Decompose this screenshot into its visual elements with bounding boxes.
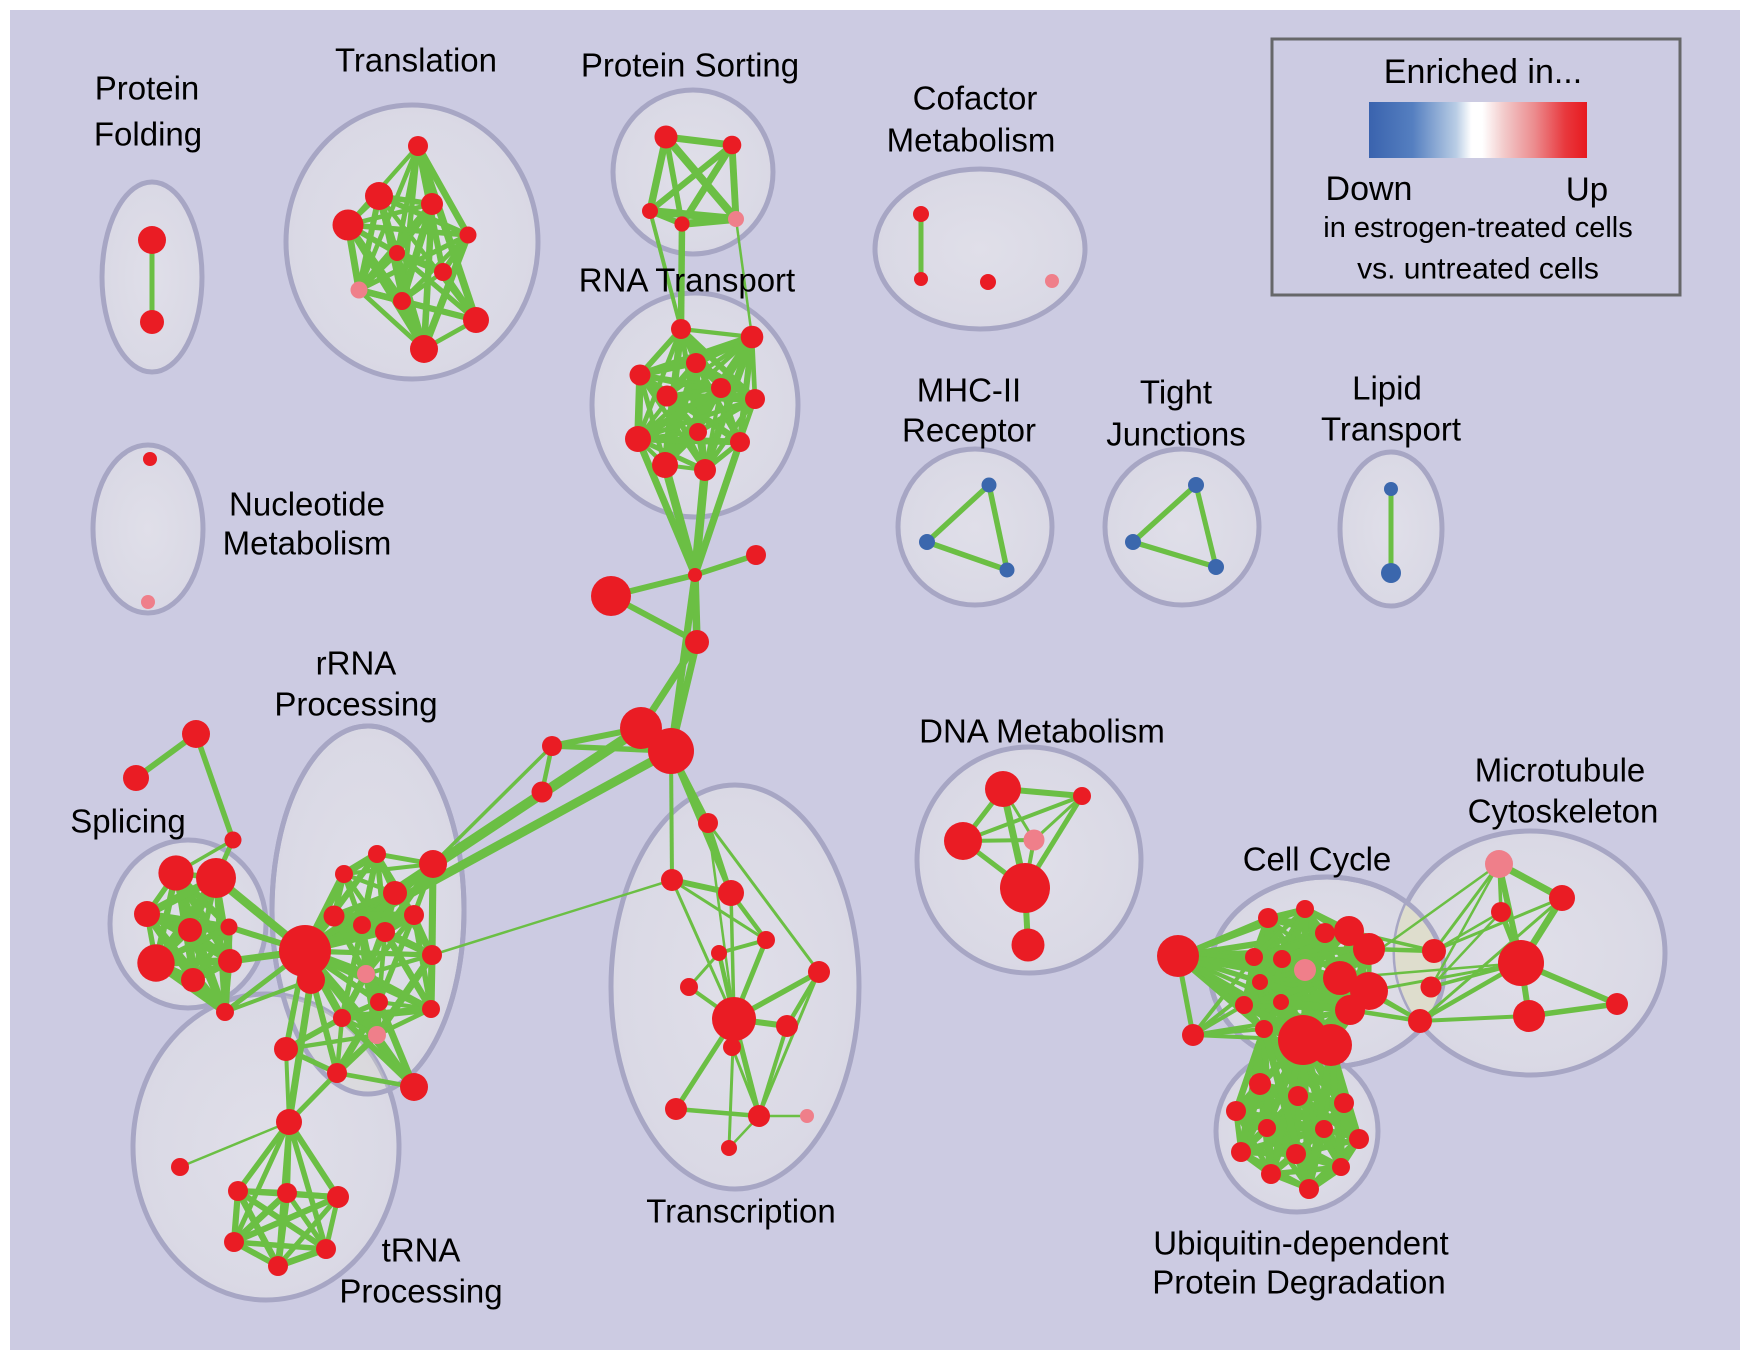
svg-text:Ubiquitin-dependent: Ubiquitin-dependent	[1153, 1225, 1448, 1262]
svg-text:Cofactor: Cofactor	[913, 80, 1038, 117]
svg-text:DNA Metabolism: DNA Metabolism	[919, 713, 1165, 750]
svg-text:Up: Up	[1566, 171, 1608, 208]
svg-text:Lipid: Lipid	[1352, 370, 1422, 407]
svg-text:Cytoskeleton: Cytoskeleton	[1468, 793, 1659, 830]
svg-text:Nucleotide: Nucleotide	[229, 486, 385, 523]
svg-text:Microtubule: Microtubule	[1475, 752, 1646, 789]
svg-text:MHC-II: MHC-II	[917, 372, 1021, 409]
svg-text:Metabolism: Metabolism	[887, 122, 1056, 159]
svg-text:Folding: Folding	[94, 116, 202, 153]
svg-text:Tight: Tight	[1140, 374, 1212, 411]
svg-text:Down: Down	[1326, 170, 1413, 208]
svg-text:Transport: Transport	[1321, 411, 1461, 448]
svg-text:rRNA: rRNA	[316, 645, 397, 682]
svg-text:Translation: Translation	[335, 42, 497, 79]
svg-text:tRNA: tRNA	[382, 1232, 461, 1269]
svg-text:Receptor: Receptor	[902, 412, 1036, 449]
svg-text:RNA Transport: RNA Transport	[579, 262, 795, 299]
svg-text:in estrogen-treated cells: in estrogen-treated cells	[1323, 212, 1633, 244]
svg-text:Protein Degradation: Protein Degradation	[1152, 1264, 1446, 1301]
svg-text:Cell Cycle: Cell Cycle	[1243, 841, 1392, 878]
svg-text:Junctions: Junctions	[1106, 416, 1245, 453]
svg-text:Enriched in...: Enriched in...	[1384, 53, 1582, 91]
svg-text:Protein: Protein	[95, 70, 200, 107]
svg-text:Transcription: Transcription	[646, 1193, 836, 1230]
svg-text:Protein Sorting: Protein Sorting	[581, 47, 799, 84]
svg-text:Splicing: Splicing	[70, 803, 186, 840]
svg-text:Processing: Processing	[274, 686, 437, 723]
svg-text:Metabolism: Metabolism	[223, 525, 392, 562]
svg-text:vs. untreated cells: vs. untreated cells	[1357, 253, 1599, 286]
svg-text:Processing: Processing	[339, 1273, 502, 1310]
